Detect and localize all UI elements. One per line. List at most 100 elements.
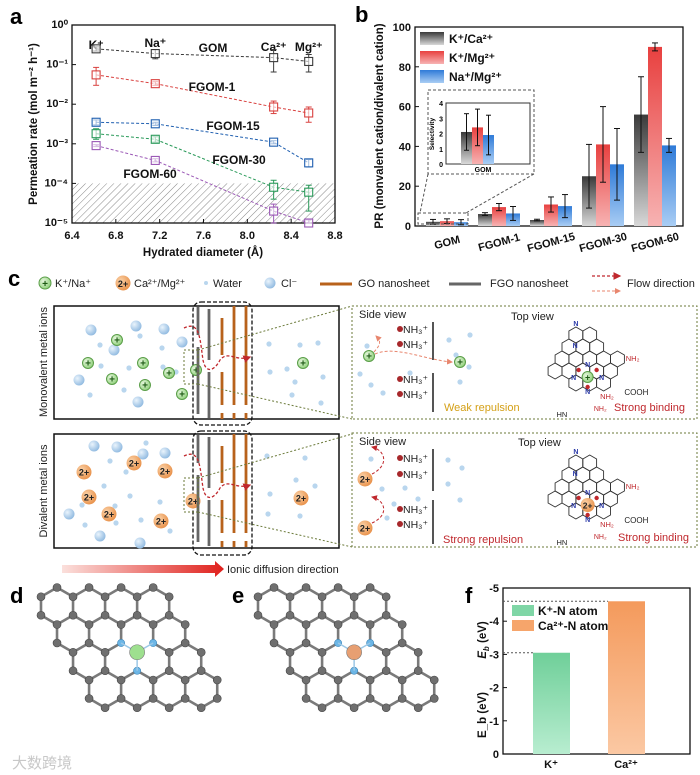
legend-swatch [512, 605, 534, 616]
water-molecule [143, 440, 149, 446]
carbon-atom [116, 675, 126, 685]
nitrogen-label: N [573, 449, 578, 456]
y-tick-label: 20 [399, 181, 411, 193]
inset-category-label: GOM [475, 167, 492, 174]
inset-y-tick-label: 1 [439, 147, 443, 154]
carbon-atom [333, 694, 343, 703]
carbon-atom [301, 638, 311, 648]
nh2-label: NH₂ [626, 354, 640, 363]
carbon-atom [317, 647, 327, 657]
monovalent-ion [139, 379, 151, 391]
carbon-atom [180, 638, 190, 648]
weak-repulsion-label: Weak repulsion [444, 402, 520, 414]
plus-symbol: + [85, 359, 91, 370]
diffusion-arrow-icon [62, 561, 224, 577]
panel-label-f: f [465, 583, 473, 608]
water-molecule [453, 352, 459, 358]
divalent-symbol: 2+ [360, 524, 370, 534]
bar-Na⁺/Mg²⁺ [662, 145, 676, 226]
nh3-group-label: NH₃⁺ [403, 339, 428, 351]
y-tick-label: 80 [399, 62, 411, 74]
positive-charge-icon [397, 391, 403, 397]
category-label: FGOM-60 [630, 231, 680, 255]
carbon-atom [180, 675, 190, 685]
bar-K⁺/Ca²⁺ [530, 220, 544, 226]
nh3-group-label: NH₃⁺ [403, 504, 428, 516]
water-molecule [267, 369, 273, 375]
nh2-label: NH₂ [626, 482, 640, 491]
negative-charge-icon [585, 512, 590, 518]
plus-symbol: + [179, 390, 185, 401]
carbon-atom [333, 583, 343, 592]
data-point [304, 218, 314, 228]
carbon-atom [413, 666, 423, 676]
legend-label: K⁺/Mg²⁺ [449, 51, 495, 65]
panel-f-chart: Eb (eV) E_b (eV) 0 -1 -2 -3 -4 -5 K⁺ Ca²⁺ K⁺-N a… [477, 583, 691, 771]
water-molecule [112, 503, 118, 509]
nitrogen-label: N [571, 375, 576, 382]
carbon-atom [413, 703, 423, 713]
water-molecule [293, 477, 299, 483]
carbon-atom [84, 583, 94, 592]
nitrogen-label: N [573, 343, 578, 350]
molecule-ring [547, 490, 563, 508]
water-molecule [267, 491, 273, 497]
flow-path [371, 445, 385, 475]
monovalent-ion [163, 367, 175, 379]
y-tick-label: 10⁻² [46, 98, 68, 110]
x-tick-label: 8.8 [327, 230, 342, 242]
panel-b-ylabel: PR (monvalent cation/divalent cation) [374, 23, 386, 228]
legend-label: K⁺/Ca²⁺ [449, 32, 493, 46]
data-point [304, 108, 314, 118]
positive-charge-icon [397, 455, 403, 461]
data-point [91, 141, 101, 151]
carbon-atom [301, 694, 311, 703]
water-molecule [266, 341, 272, 347]
panel-label-c: c [8, 266, 20, 291]
panel-a-xlabel: Hydrated diameter (Å) [143, 246, 263, 259]
carbon-atom [52, 583, 62, 592]
carbon-atom [132, 592, 142, 602]
monovalent-ion [297, 357, 309, 369]
carbon-atom [84, 675, 94, 685]
water-molecule [415, 496, 421, 502]
negative-charge-icon [576, 367, 581, 373]
negative-charge-icon [594, 367, 599, 373]
carbon-atom [301, 620, 311, 629]
bar-K⁺/Mg²⁺ [544, 204, 558, 226]
carbon-atom [116, 694, 126, 703]
panel-a-ylabel: Permeation rate (mol m⁻² h⁻¹) [28, 43, 40, 205]
carbon-atom [164, 610, 174, 620]
water-molecule [445, 481, 451, 487]
series-line-FGOM-1 [96, 74, 309, 114]
nh3-group-label: NH₃⁺ [403, 469, 428, 481]
carbon-atom [84, 694, 94, 703]
hn-label: HN [556, 538, 567, 547]
carbon-atom [164, 666, 174, 676]
bar-K⁺/Mg²⁺ [596, 144, 610, 226]
data-point [304, 187, 314, 197]
carbon-atom [253, 592, 263, 602]
positive-charge-icon [397, 326, 403, 332]
monovalent-ion-icon [38, 276, 52, 290]
data-point [269, 53, 279, 63]
plus-symbol: + [300, 359, 306, 370]
membrane-highlight-bottom [192, 430, 253, 556]
nitrogen-label: N [585, 389, 590, 396]
legend-swatch [420, 51, 444, 64]
legend-swatch [420, 32, 444, 45]
divalent-zoom-box [351, 432, 698, 548]
carbon-atom [196, 666, 206, 676]
plus-symbol: + [193, 366, 199, 377]
carbon-atom [148, 694, 158, 703]
carbon-atom [68, 647, 78, 657]
water-molecule [265, 511, 271, 517]
divalent-ion [157, 463, 173, 479]
cooh-label: COOH [624, 516, 648, 525]
nh3-group-label: NH₃⁺ [403, 389, 428, 401]
water-molecule [82, 522, 88, 528]
carbon-atom [52, 620, 62, 629]
carbon-atom [381, 610, 391, 620]
y-tick-label: -4 [489, 616, 500, 628]
carbon-atom [333, 675, 343, 685]
